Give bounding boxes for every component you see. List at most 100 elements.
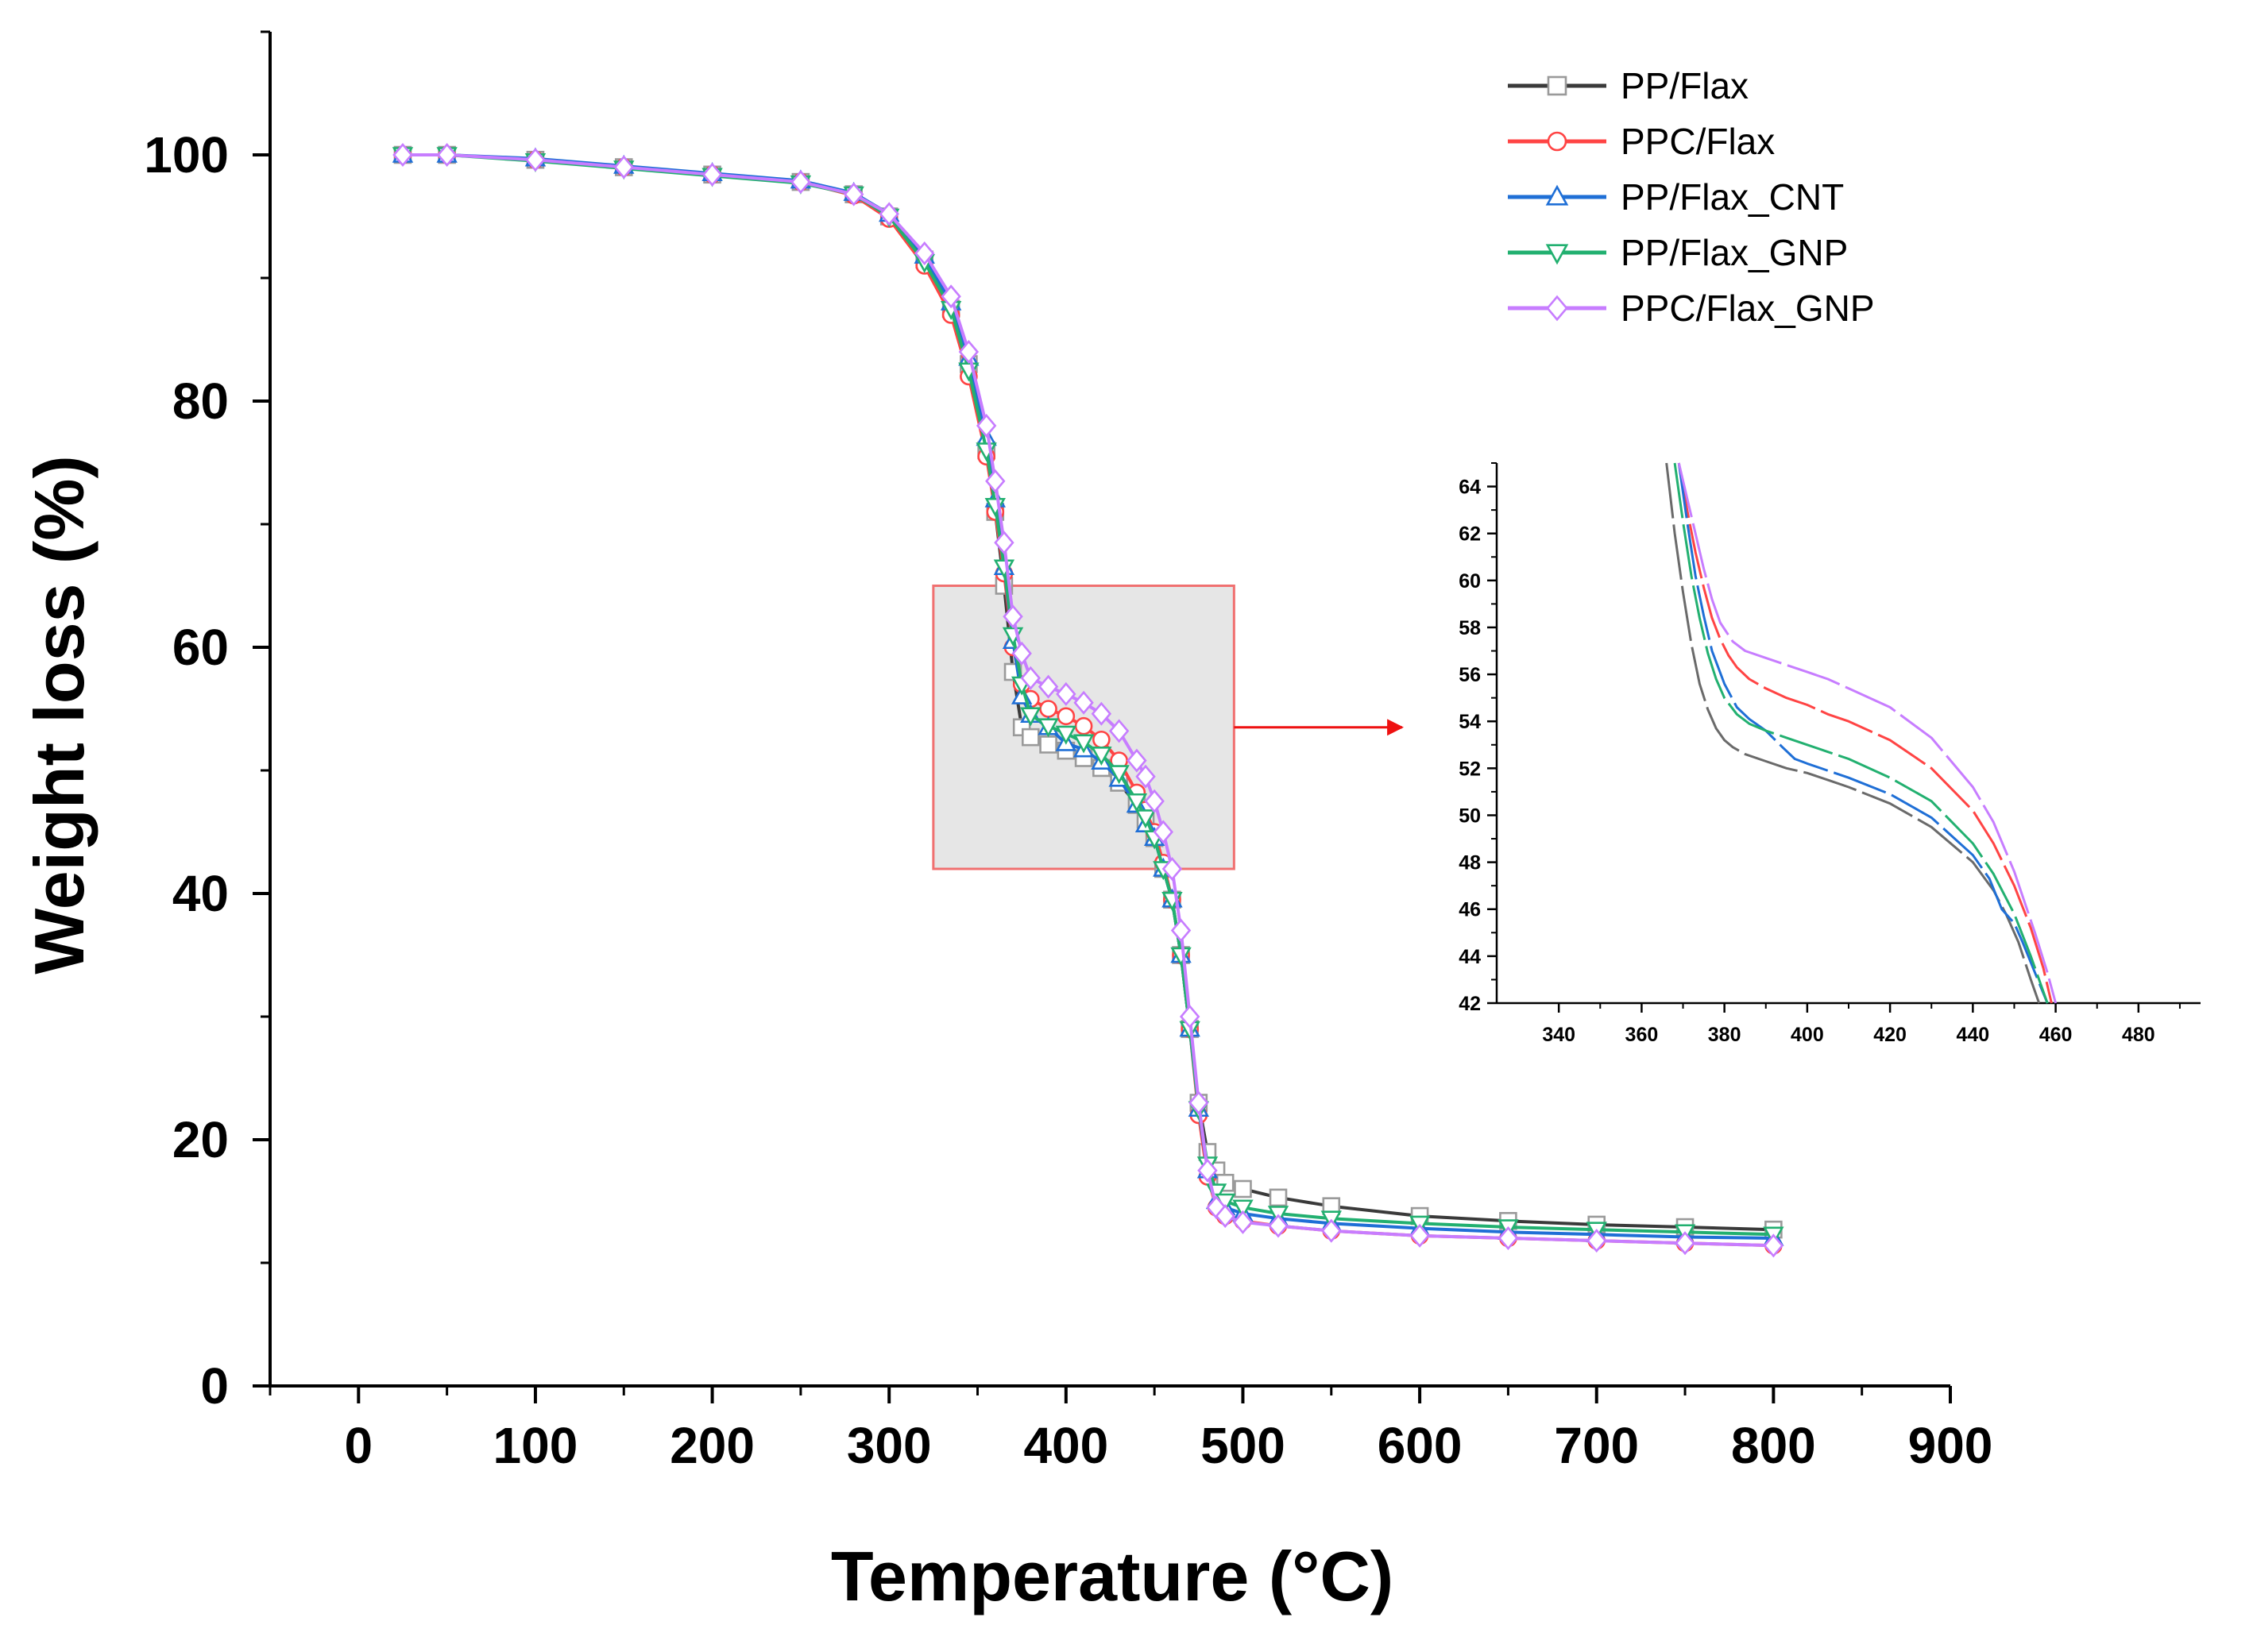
legend-label: PP/Flax_GNP	[1621, 232, 1848, 273]
inset-x-tick-label: 480	[2122, 1024, 2155, 1046]
data-point	[1039, 700, 1057, 718]
x-tick-label: 600	[1378, 1417, 1463, 1474]
data-point	[1179, 1004, 1200, 1029]
data-point	[1232, 1210, 1254, 1234]
legend: PP/Flax PPC/Flax PP/Flax_CNT PP/Flax_GNP PPC…	[1508, 65, 1875, 329]
data-point	[941, 284, 961, 309]
legend-item-ppc-flax: PPC/Flax	[1508, 121, 1775, 162]
y-tick-label: 20	[172, 1111, 229, 1168]
data-point	[1268, 1214, 1289, 1238]
data-point	[1215, 1204, 1235, 1229]
inset-y-tick-label: 50	[1459, 805, 1481, 827]
inset-x-tick-label: 340	[1542, 1024, 1575, 1046]
inset-x-tick-label: 400	[1791, 1024, 1824, 1046]
data-point	[1011, 641, 1032, 666]
data-point	[1020, 666, 1041, 690]
data-point	[1409, 1223, 1430, 1248]
data-point	[1321, 1218, 1342, 1243]
main-axes: 0 100 200 300 400 500 600 700 800 900 0 20 40 60 80 100	[144, 30, 1992, 1474]
y-tick-label: 60	[172, 619, 229, 676]
data-point	[1092, 730, 1111, 749]
data-point	[1153, 820, 1173, 844]
data-point	[1108, 765, 1130, 785]
data-point	[1022, 728, 1040, 747]
data-point	[958, 339, 980, 365]
y-tick-label: 100	[144, 126, 229, 183]
data-point	[1038, 674, 1059, 699]
data-point	[1056, 681, 1076, 706]
data-point	[1055, 725, 1077, 745]
data-point	[1170, 947, 1192, 967]
legend-label: PP/Flax	[1621, 65, 1749, 106]
data-point	[1072, 734, 1095, 754]
y-tick-label: 0	[200, 1357, 229, 1415]
data-point	[914, 241, 935, 266]
data-point	[1091, 701, 1112, 726]
x-tick-label: 200	[670, 1417, 755, 1474]
inset-y-tick-label: 60	[1459, 570, 1481, 592]
data-point	[1073, 690, 1094, 715]
data-point	[1134, 809, 1157, 829]
data-point	[1170, 918, 1192, 943]
data-point	[879, 202, 899, 226]
inset-x-tick-label: 460	[2039, 1024, 2073, 1046]
y-tick-label: 80	[172, 372, 229, 430]
inset-y-tick-label: 42	[1459, 993, 1481, 1015]
x-tick-label: 300	[847, 1417, 932, 1474]
data-point	[1232, 1199, 1254, 1219]
inset-y-tick-label: 54	[1459, 711, 1481, 733]
data-point	[392, 142, 413, 168]
data-point	[1108, 719, 1130, 743]
data-point	[1020, 707, 1041, 727]
legend-item-pp-flax-gnp: PP/Flax_GNP	[1508, 232, 1848, 273]
data-point	[1126, 793, 1148, 812]
inset-series-line-pp-flax-cnt	[1677, 462, 2049, 1004]
inset-x-tick-label: 380	[1708, 1024, 1741, 1046]
legend-marker	[1547, 131, 1567, 152]
legend-item-pp-flax: PP/Flax	[1508, 65, 1749, 106]
inset-y-tick-label: 64	[1459, 477, 1481, 499]
legend-label: PPC/Flax_GNP	[1621, 288, 1875, 329]
y-axis-title: Weight loss (%)	[20, 455, 99, 975]
inset-series-line-ppc-flax-gnp	[1677, 462, 2058, 1004]
data-point	[1135, 764, 1156, 789]
x-axis-title: Temperature (°C)	[831, 1537, 1393, 1615]
series-ppc-flax-gnp	[392, 142, 1784, 1258]
data-point	[1269, 1188, 1288, 1207]
x-tick-label: 400	[1023, 1417, 1108, 1474]
data-point	[701, 162, 723, 187]
data-point	[1057, 707, 1076, 726]
main-series-layer	[392, 142, 1784, 1258]
inset-series-line-pp-flax-gnp	[1673, 462, 2049, 1004]
data-point	[525, 148, 546, 172]
x-tick-label: 700	[1554, 1417, 1639, 1474]
data-point	[1091, 747, 1112, 766]
data-point	[790, 170, 811, 195]
inset-y-tick-label: 58	[1459, 617, 1481, 639]
data-point	[1197, 1158, 1218, 1183]
x-tick-label: 500	[1200, 1417, 1285, 1474]
inset-y-tick-label: 48	[1459, 852, 1481, 874]
data-point	[1126, 748, 1147, 773]
legend-marker	[1547, 75, 1567, 96]
data-point	[1497, 1225, 1519, 1251]
inset-y-tick-label: 56	[1459, 664, 1481, 686]
legend-marker	[1545, 244, 1569, 265]
data-point	[1234, 1179, 1252, 1198]
data-point	[1161, 856, 1183, 882]
data-point	[1763, 1233, 1784, 1258]
data-point	[1003, 604, 1023, 629]
legend-marker	[1546, 295, 1568, 322]
data-point	[1675, 1231, 1695, 1256]
inset-axes: 340 360 380 400 420 440 460 480 42 44 46 48 50 52 54 56…	[1459, 462, 2201, 1046]
data-point	[1039, 735, 1057, 754]
data-point	[994, 531, 1014, 555]
legend-item-ppc-flax-gnp: PPC/Flax_GNP	[1508, 288, 1875, 329]
inset-x-tick-label: 420	[1873, 1024, 1907, 1046]
legend-item-pp-flax-cnt: PP/Flax_CNT	[1508, 176, 1844, 218]
legend-label: PPC/Flax	[1621, 121, 1775, 162]
data-point	[436, 142, 458, 168]
inset-y-tick-label: 52	[1459, 758, 1481, 780]
